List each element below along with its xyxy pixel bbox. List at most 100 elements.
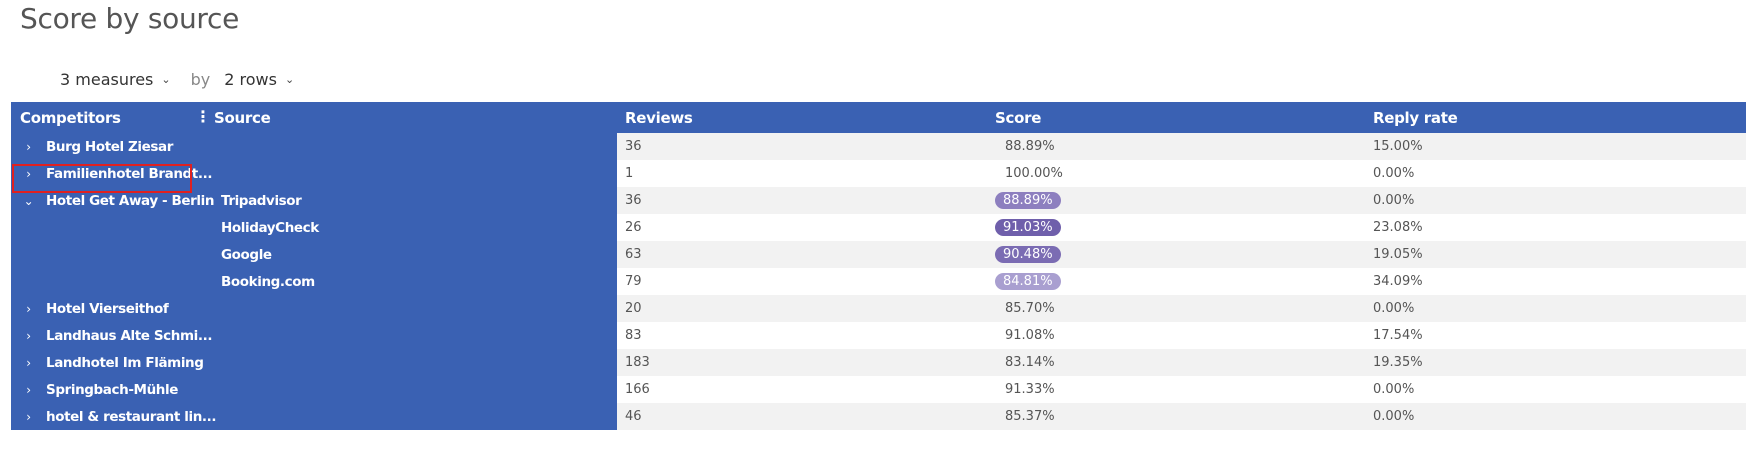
chevron-down-icon[interactable]: ⌄ bbox=[23, 193, 34, 208]
reply-rate-cell: 0.00% bbox=[1373, 193, 1415, 208]
row-values: 79 84.81% 34.09% bbox=[617, 268, 1746, 295]
by-label: by bbox=[190, 70, 211, 89]
table-row[interactable]: › Landhaus Alte Schmi... 83 91.08% 17.54% bbox=[11, 322, 1746, 349]
source-name: Tripadvisor bbox=[221, 192, 302, 209]
reviews-cell: 46 bbox=[625, 409, 642, 424]
score-badge: 88.89% bbox=[995, 192, 1061, 209]
table-header: Competitors ⋮ Source Reviews Score Reply… bbox=[11, 102, 1746, 133]
table-row[interactable]: › Springbach-Mühle 166 91.33% 0.00% bbox=[11, 376, 1746, 403]
row-header: ⌄ Hotel Get Away - Berlin Tripadvisor bbox=[11, 187, 617, 214]
competitor-name[interactable]: Familienhotel Brandt... bbox=[46, 165, 213, 182]
row-header: Google bbox=[11, 241, 617, 268]
reviews-cell: 183 bbox=[625, 355, 650, 370]
header-source[interactable]: Source bbox=[214, 108, 271, 127]
row-values: 166 91.33% 0.00% bbox=[617, 376, 1746, 403]
row-values: 183 83.14% 19.35% bbox=[617, 349, 1746, 376]
table-row[interactable]: Google 63 90.48% 19.05% bbox=[11, 241, 1746, 268]
table-row[interactable]: HolidayCheck 26 91.03% 23.08% bbox=[11, 214, 1746, 241]
competitor-name[interactable]: Hotel Vierseithof bbox=[46, 300, 169, 317]
reviews-cell: 79 bbox=[625, 274, 642, 289]
reply-rate-cell: 0.00% bbox=[1373, 301, 1415, 316]
score-cell: 91.03% bbox=[995, 219, 1373, 236]
page-title: Score by source bbox=[20, 2, 240, 35]
reviews-cell: 26 bbox=[625, 220, 642, 235]
score-cell: 88.89% bbox=[995, 192, 1373, 209]
reviews-cell: 166 bbox=[625, 382, 650, 397]
measures-dropdown[interactable]: 3 measures ⌄ bbox=[60, 70, 171, 89]
row-values: 36 88.89% 15.00% bbox=[617, 133, 1746, 160]
row-header: › hotel & restaurant lin... bbox=[11, 403, 617, 430]
score-badge: 91.03% bbox=[995, 219, 1061, 236]
reviews-cell: 1 bbox=[625, 166, 634, 181]
row-header: › Landhotel Im Fläming bbox=[11, 349, 617, 376]
chevron-down-icon: ⌄ bbox=[284, 73, 295, 86]
score-cell: 90.48% bbox=[995, 246, 1373, 263]
score-cell: 91.33% bbox=[1005, 382, 1055, 397]
reviews-cell: 36 bbox=[625, 139, 642, 154]
competitor-name[interactable]: Springbach-Mühle bbox=[46, 381, 178, 398]
chevron-right-icon[interactable]: › bbox=[26, 328, 31, 343]
row-values: 1 100.00% 0.00% bbox=[617, 160, 1746, 187]
row-header: › Hotel Vierseithof bbox=[11, 295, 617, 322]
source-name: Booking.com bbox=[221, 273, 315, 290]
row-values: 46 85.37% 0.00% bbox=[617, 403, 1746, 430]
row-header: › Springbach-Mühle bbox=[11, 376, 617, 403]
competitor-name[interactable]: Landhaus Alte Schmi... bbox=[46, 327, 213, 344]
rows-dropdown[interactable]: 2 rows ⌄ bbox=[224, 70, 294, 89]
pivot-controls: 3 measures ⌄ by 2 rows ⌄ bbox=[60, 70, 294, 89]
row-values: 63 90.48% 19.05% bbox=[617, 241, 1746, 268]
reply-rate-cell: 23.08% bbox=[1373, 220, 1423, 235]
row-header: › Familienhotel Brandt... bbox=[11, 160, 617, 187]
source-name: Google bbox=[221, 246, 272, 263]
source-name: HolidayCheck bbox=[221, 219, 319, 236]
chevron-right-icon[interactable]: › bbox=[26, 382, 31, 397]
score-cell: 100.00% bbox=[1005, 166, 1063, 181]
reply-rate-cell: 17.54% bbox=[1373, 328, 1423, 343]
header-reply-rate[interactable]: Reply rate bbox=[1373, 108, 1458, 127]
header-reviews[interactable]: Reviews bbox=[625, 108, 693, 127]
chevron-down-icon: ⌄ bbox=[161, 73, 171, 86]
competitor-name[interactable]: hotel & restaurant lin... bbox=[46, 408, 217, 425]
score-cell: 83.14% bbox=[1005, 355, 1055, 370]
score-cell: 85.70% bbox=[1005, 301, 1055, 316]
row-header: HolidayCheck bbox=[11, 214, 617, 241]
table-row[interactable]: Booking.com 79 84.81% 34.09% bbox=[11, 268, 1746, 295]
chevron-right-icon[interactable]: › bbox=[26, 139, 31, 154]
reply-rate-cell: 0.00% bbox=[1373, 409, 1415, 424]
competitor-name[interactable]: Burg Hotel Ziesar bbox=[46, 138, 174, 155]
table-row[interactable]: › Hotel Vierseithof 20 85.70% 0.00% bbox=[11, 295, 1746, 322]
competitor-name[interactable]: Hotel Get Away - Berlin bbox=[46, 192, 215, 209]
score-cell: 85.37% bbox=[1005, 409, 1055, 424]
rows-label: 2 rows bbox=[224, 70, 277, 89]
reviews-cell: 36 bbox=[625, 193, 642, 208]
row-values: 26 91.03% 23.08% bbox=[617, 214, 1746, 241]
row-header: › Burg Hotel Ziesar bbox=[11, 133, 617, 160]
table-row[interactable]: › Familienhotel Brandt... 1 100.00% 0.00% bbox=[11, 160, 1746, 187]
header-competitors[interactable]: Competitors bbox=[20, 108, 121, 127]
table-row[interactable]: › Burg Hotel Ziesar 36 88.89% 15.00% bbox=[11, 133, 1746, 160]
score-badge: 90.48% bbox=[995, 246, 1061, 263]
table-row[interactable]: › Landhotel Im Fläming 183 83.14% 19.35% bbox=[11, 349, 1746, 376]
reply-rate-cell: 0.00% bbox=[1373, 166, 1415, 181]
reply-rate-cell: 15.00% bbox=[1373, 139, 1423, 154]
score-badge: 84.81% bbox=[995, 273, 1061, 290]
reply-rate-cell: 0.00% bbox=[1373, 382, 1415, 397]
table-row[interactable]: ⌄ Hotel Get Away - Berlin Tripadvisor 36 88.… bbox=[11, 187, 1746, 214]
reviews-cell: 63 bbox=[625, 247, 642, 262]
row-header: › Landhaus Alte Schmi... bbox=[11, 322, 617, 349]
score-cell: 91.08% bbox=[1005, 328, 1055, 343]
row-values: 36 88.89% 0.00% bbox=[617, 187, 1746, 214]
more-vertical-icon[interactable]: ⋮ bbox=[195, 106, 211, 126]
header-score[interactable]: Score bbox=[995, 108, 1042, 127]
table-row[interactable]: › hotel & restaurant lin... 46 85.37% 0.00% bbox=[11, 403, 1746, 430]
chevron-right-icon[interactable]: › bbox=[26, 166, 31, 181]
chevron-right-icon[interactable]: › bbox=[26, 409, 31, 424]
reply-rate-cell: 19.35% bbox=[1373, 355, 1423, 370]
reply-rate-cell: 19.05% bbox=[1373, 247, 1423, 262]
reviews-cell: 83 bbox=[625, 328, 642, 343]
chevron-right-icon[interactable]: › bbox=[26, 355, 31, 370]
score-cell: 84.81% bbox=[995, 273, 1373, 290]
competitor-name[interactable]: Landhotel Im Fläming bbox=[46, 354, 204, 371]
chevron-right-icon[interactable]: › bbox=[26, 301, 31, 316]
reply-rate-cell: 34.09% bbox=[1373, 274, 1423, 289]
